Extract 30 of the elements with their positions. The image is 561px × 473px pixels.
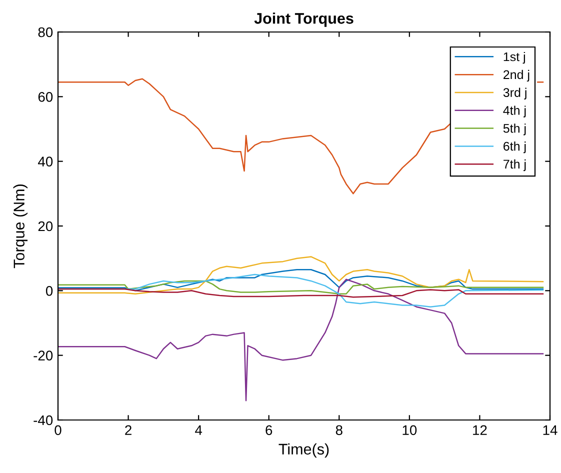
x-tick-label: 8 xyxy=(336,425,342,436)
y-tick-label: 60 xyxy=(38,92,53,102)
x-tick-label: 14 xyxy=(543,425,558,435)
y-tick-label: 20 xyxy=(38,221,53,232)
line-series xyxy=(58,288,544,298)
x-tick-label: 0 xyxy=(54,425,62,436)
y-tick-label: -40 xyxy=(34,415,53,426)
y-tick-label: 0 xyxy=(46,286,53,296)
y-tick-label: -20 xyxy=(34,350,53,361)
line-series xyxy=(58,256,544,295)
x-tick-label: 12 xyxy=(473,425,487,435)
legend-label: 4th j xyxy=(503,106,526,118)
x-tick-label: 2 xyxy=(125,425,132,435)
x-axis-title: Time(s) xyxy=(278,443,329,458)
legend-label: 2nd j xyxy=(504,70,530,82)
legend-label: 7th j xyxy=(504,159,526,172)
line-series xyxy=(58,278,544,402)
y-tick-label: 80 xyxy=(38,27,53,38)
legend-label: 1st j xyxy=(504,52,525,64)
x-tick-label: 4 xyxy=(195,425,202,435)
y-tick-label: 40 xyxy=(38,156,53,167)
x-tick-label: 10 xyxy=(402,425,417,436)
y-axis-title: Torque (Nm) xyxy=(13,184,28,268)
legend-label: 6th j xyxy=(504,142,526,154)
legend-label: 3rd j xyxy=(503,88,526,100)
chart-title: Joint Torques xyxy=(254,12,354,27)
legend-label: 5th j xyxy=(503,124,526,136)
line-series xyxy=(58,280,544,295)
x-tick-label: 6 xyxy=(266,425,272,436)
line-series xyxy=(58,269,544,292)
